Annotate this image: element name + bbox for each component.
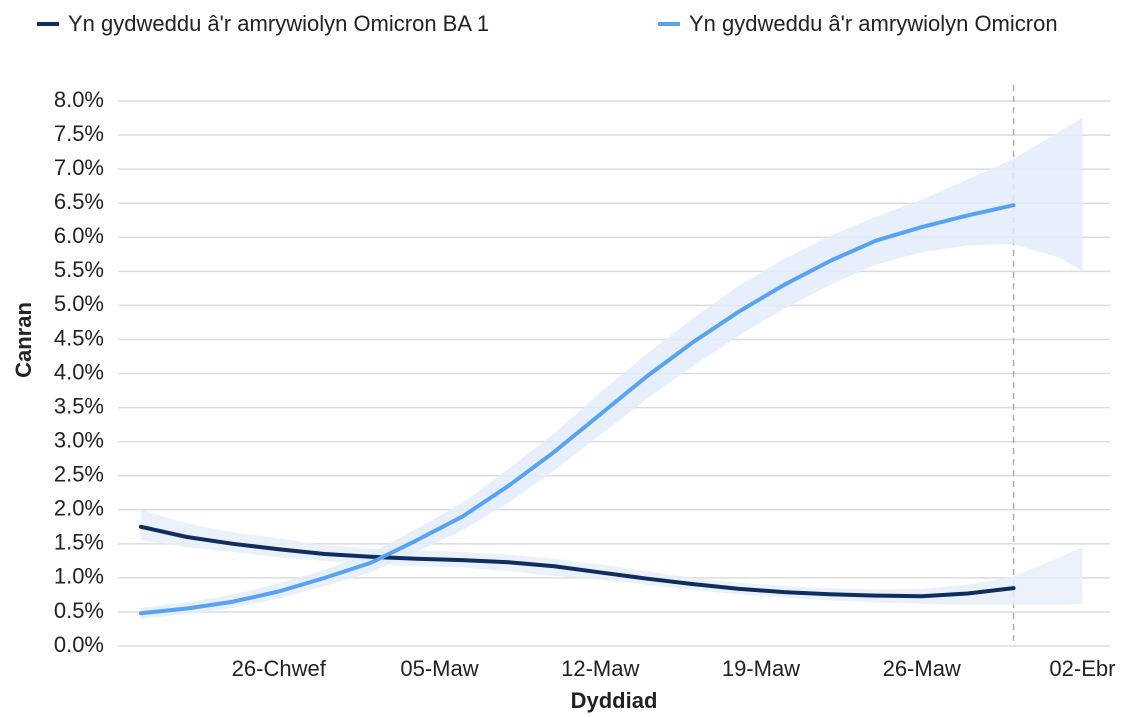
y-axis-label: Canran [11,302,36,378]
y-tick-label: 7.5% [54,121,104,146]
y-tick-label: 2.0% [54,496,104,521]
y-tick-label: 2.5% [54,462,104,487]
x-tick-label: 19-Maw [722,656,800,681]
y-tick-label: 4.0% [54,359,104,384]
x-tick-label: 05-Maw [400,656,478,681]
x-tick-label: 02-Ebr [1049,656,1115,681]
y-tick-label: 3.0% [54,427,104,452]
y-tick-label: 1.0% [54,564,104,589]
y-tick-label: 5.5% [54,257,104,282]
y-tick-label: 1.5% [54,530,104,555]
x-tick-label: 26-Maw [883,656,961,681]
y-tick-label: 0.5% [54,598,104,623]
confidence-band [140,118,1083,619]
confidence-band [140,509,1083,606]
x-tick-label: 12-Maw [561,656,639,681]
y-tick-label: 8.0% [54,87,104,112]
y-tick-label: 6.0% [54,223,104,248]
y-tick-label: 4.5% [54,325,104,350]
series-line [138,524,1016,599]
series-line [138,203,1016,616]
x-tick-label: 26-Chwef [232,656,327,681]
y-tick-label: 7.0% [54,155,104,180]
y-tick-label: 6.5% [54,189,104,214]
x-axis-label: Dyddiad [571,688,658,713]
y-tick-label: 0.0% [54,632,104,657]
y-tick-label: 3.5% [54,393,104,418]
legend-label: Yn gydweddu â'r amrywiolyn Omicron BA 1 [68,11,489,36]
legend-label: Yn gydweddu â'r amrywiolyn Omicron [689,11,1058,36]
y-tick-label: 5.0% [54,291,104,316]
